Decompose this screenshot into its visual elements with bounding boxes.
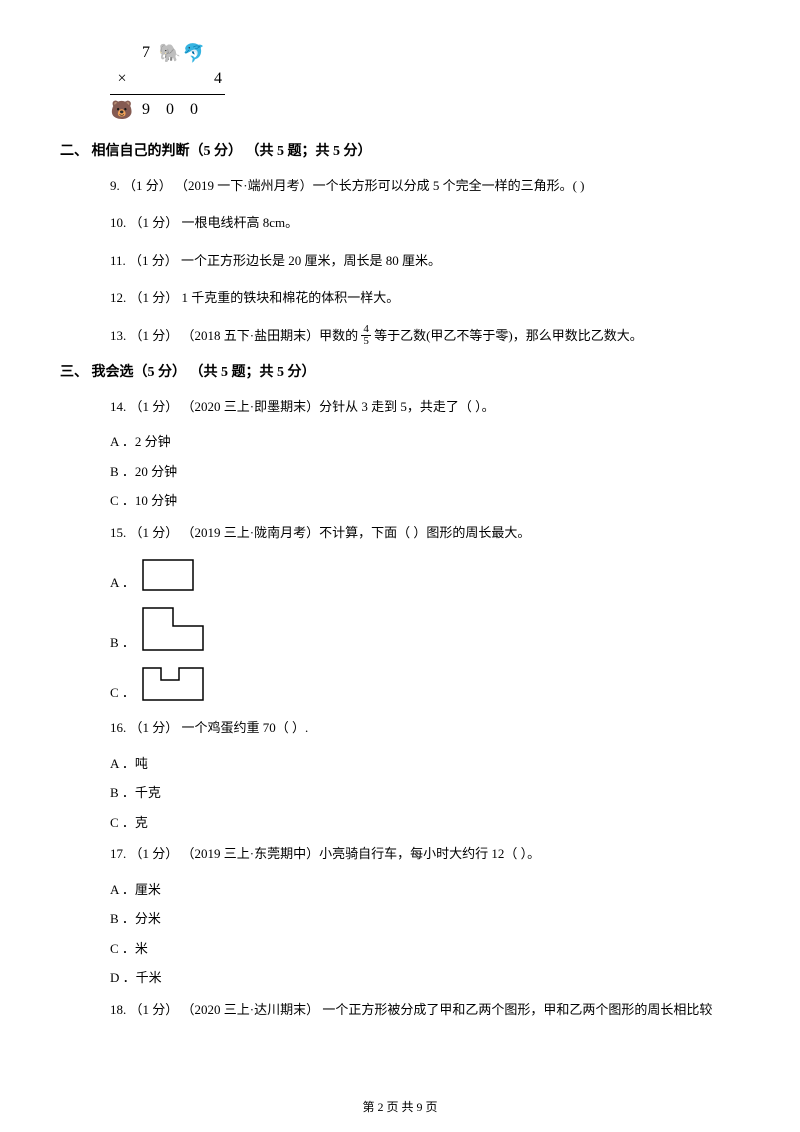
mult-hr <box>110 94 225 95</box>
q14-option-a: A ．2 分钟 <box>110 432 740 452</box>
q17-option-a: A ．厘米 <box>110 880 740 900</box>
multiplication-figure: 7 🐘 🐬 × 4 🐻 9 0 0 <box>110 40 740 123</box>
bear-icon: 🐻 <box>110 97 134 124</box>
question-13: 13. （1 分） （2018 五下·盐田期末）甲数的 4 5 等于乙数(甲乙不… <box>110 324 740 349</box>
question-12: 12. （1 分） 1 千克重的铁块和棉花的体积一样大。 <box>110 286 740 309</box>
q17-option-b: B ．分米 <box>110 909 740 929</box>
q16-option-a: A ．吨 <box>110 754 740 774</box>
q14-option-c: C ．10 分钟 <box>110 491 740 511</box>
q15-option-a: A ． <box>110 558 740 592</box>
question-18: 18. （1 分） （2020 三上·达川期末） 一个正方形被分成了甲和乙两个图… <box>110 998 740 1021</box>
elephant-icon: 🐘 <box>158 40 182 67</box>
q15-option-c: C ． <box>110 666 740 702</box>
l-shape <box>141 606 205 652</box>
q13-post: 等于乙数(甲乙不等于零)，那么甲数比乙数大。 <box>374 328 643 343</box>
rectangle-shape <box>141 558 195 592</box>
dolphin-icon: 🐬 <box>182 40 206 67</box>
mult-sign: × <box>110 67 134 91</box>
notch-shape <box>141 666 205 702</box>
q17-option-c: C ．米 <box>110 939 740 959</box>
question-16: 16. （1 分） 一个鸡蛋约重 70（ ）. <box>110 716 740 739</box>
section-3-title: 三、 我会选（5 分） （共 5 题；共 5 分） <box>60 362 740 383</box>
mult-mid-4: 4 <box>206 67 230 91</box>
q16-option-b: B ．千克 <box>110 783 740 803</box>
mult-bot-9: 9 <box>134 98 158 122</box>
question-9: 9. （1 分） （2019 一下·端州月考）一个长方形可以分成 5 个完全一样… <box>110 174 740 197</box>
q14-option-b: B ．20 分钟 <box>110 462 740 482</box>
question-17: 17. （1 分） （2019 三上·东莞期中）小亮骑自行车，每小时大约行 12… <box>110 842 740 865</box>
q15-option-b: B ． <box>110 606 740 652</box>
fraction-4-5: 4 5 <box>361 324 371 347</box>
q15-a-label: A ． <box>110 573 135 593</box>
mult-bot-0b: 0 <box>182 98 206 122</box>
mult-bot-0a: 0 <box>158 98 182 122</box>
fraction-den: 5 <box>361 336 371 347</box>
question-14: 14. （1 分） （2020 三上·即墨期末）分针从 3 走到 5，共走了（ … <box>110 395 740 418</box>
question-11: 11. （1 分） 一个正方形边长是 20 厘米，周长是 80 厘米。 <box>110 249 740 272</box>
section-2-title: 二、 相信自己的判断（5 分） （共 5 题；共 5 分） <box>60 141 740 162</box>
question-15: 15. （1 分） （2019 三上·陇南月考）不计算，下面（ ）图形的周长最大… <box>110 521 740 544</box>
q16-option-c: C ．克 <box>110 813 740 833</box>
q15-c-label: C ． <box>110 683 135 703</box>
q17-option-d: D ．千米 <box>110 968 740 988</box>
q13-pre: 13. （1 分） （2018 五下·盐田期末）甲数的 <box>110 328 361 343</box>
page-footer: 第 2 页 共 9 页 <box>0 1098 800 1116</box>
question-10: 10. （1 分） 一根电线杆高 8cm。 <box>110 211 740 234</box>
mult-top-7: 7 <box>134 41 158 65</box>
q15-b-label: B ． <box>110 633 135 653</box>
